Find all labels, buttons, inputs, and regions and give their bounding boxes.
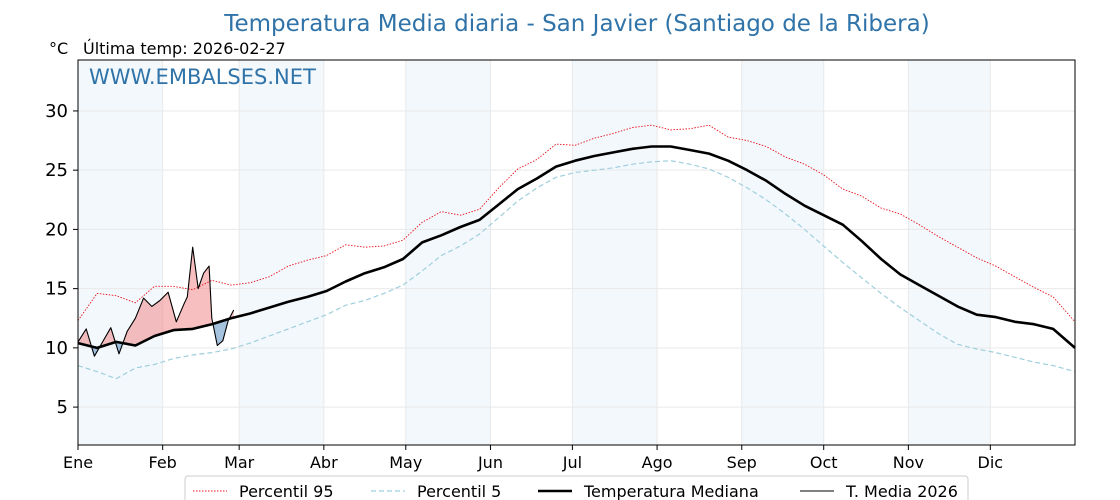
x-tick-label-mar: Mar [224, 453, 255, 472]
legend-label-p5: Percentil 5 [417, 482, 501, 500]
legend-label-median: Temperatura Mediana [583, 482, 759, 500]
month-band-sep [741, 60, 824, 445]
x-tick-label-may: May [389, 453, 422, 472]
series-lines [77, 124, 1076, 380]
plot-frame [77, 59, 1076, 446]
x-tick-label-ago: Ago [642, 453, 673, 472]
warm-anomaly-fill-2 [98, 327, 115, 349]
month-band-nov [908, 60, 991, 445]
legend-label-2026: T. Media 2026 [845, 482, 958, 500]
x-axis: Ene Feb Mar Abr May Jun Jul Ago Sep Oct Nov Dic [63, 445, 1003, 472]
month-bands [78, 60, 991, 445]
y-tick-label-20: 20 [45, 219, 68, 240]
legend-box [184, 475, 969, 500]
y-tick-label-15: 15 [45, 279, 68, 300]
chart-title: Temperatura Media diaria - San Javier (S… [223, 11, 929, 37]
percentil-95-line [77, 124, 1076, 323]
legend-label-p95: Percentil 95 [239, 482, 334, 500]
cold-anomaly-fill-1 [90, 342, 99, 357]
x-tick-label-nov: Nov [893, 453, 924, 472]
month-band-may [405, 60, 491, 445]
median-line [77, 145, 1076, 350]
x-tick-label-jul: Jul [562, 453, 582, 472]
x-tick-label-jun: Jun [477, 453, 503, 472]
y-tick-label-30: 30 [45, 101, 68, 122]
grid-lines [77, 60, 1075, 445]
month-band-mar [239, 60, 324, 445]
y-tick-label-10: 10 [45, 338, 68, 359]
legend: Percentil 95 Percentil 5 Temperatura Med… [184, 475, 969, 500]
y-tick-label-25: 25 [45, 160, 68, 181]
y-axis: 5 10 15 20 25 30 [45, 101, 78, 418]
warm-anomaly-fill-4 [121, 247, 212, 347]
x-tick-label-oct: Oct [810, 453, 838, 472]
watermark: WWW.EMBALSES.NET [89, 65, 316, 89]
x-tick-label-feb: Feb [149, 453, 177, 472]
unit-label: °C [49, 39, 68, 58]
x-tick-label-ene: Ene [63, 453, 93, 472]
y-tick-label-5: 5 [57, 397, 68, 418]
t-media-2026-line [77, 246, 235, 357]
x-tick-label-dic: Dic [978, 453, 1004, 472]
month-band-jul [572, 60, 658, 445]
percentil-5-line [77, 160, 1076, 380]
x-tick-label-sep: Sep [727, 453, 757, 472]
last-temp-label: Última temp: 2026-02-27 [83, 39, 286, 58]
month-band-ene [78, 60, 163, 445]
x-tick-label-abr: Abr [310, 453, 338, 472]
